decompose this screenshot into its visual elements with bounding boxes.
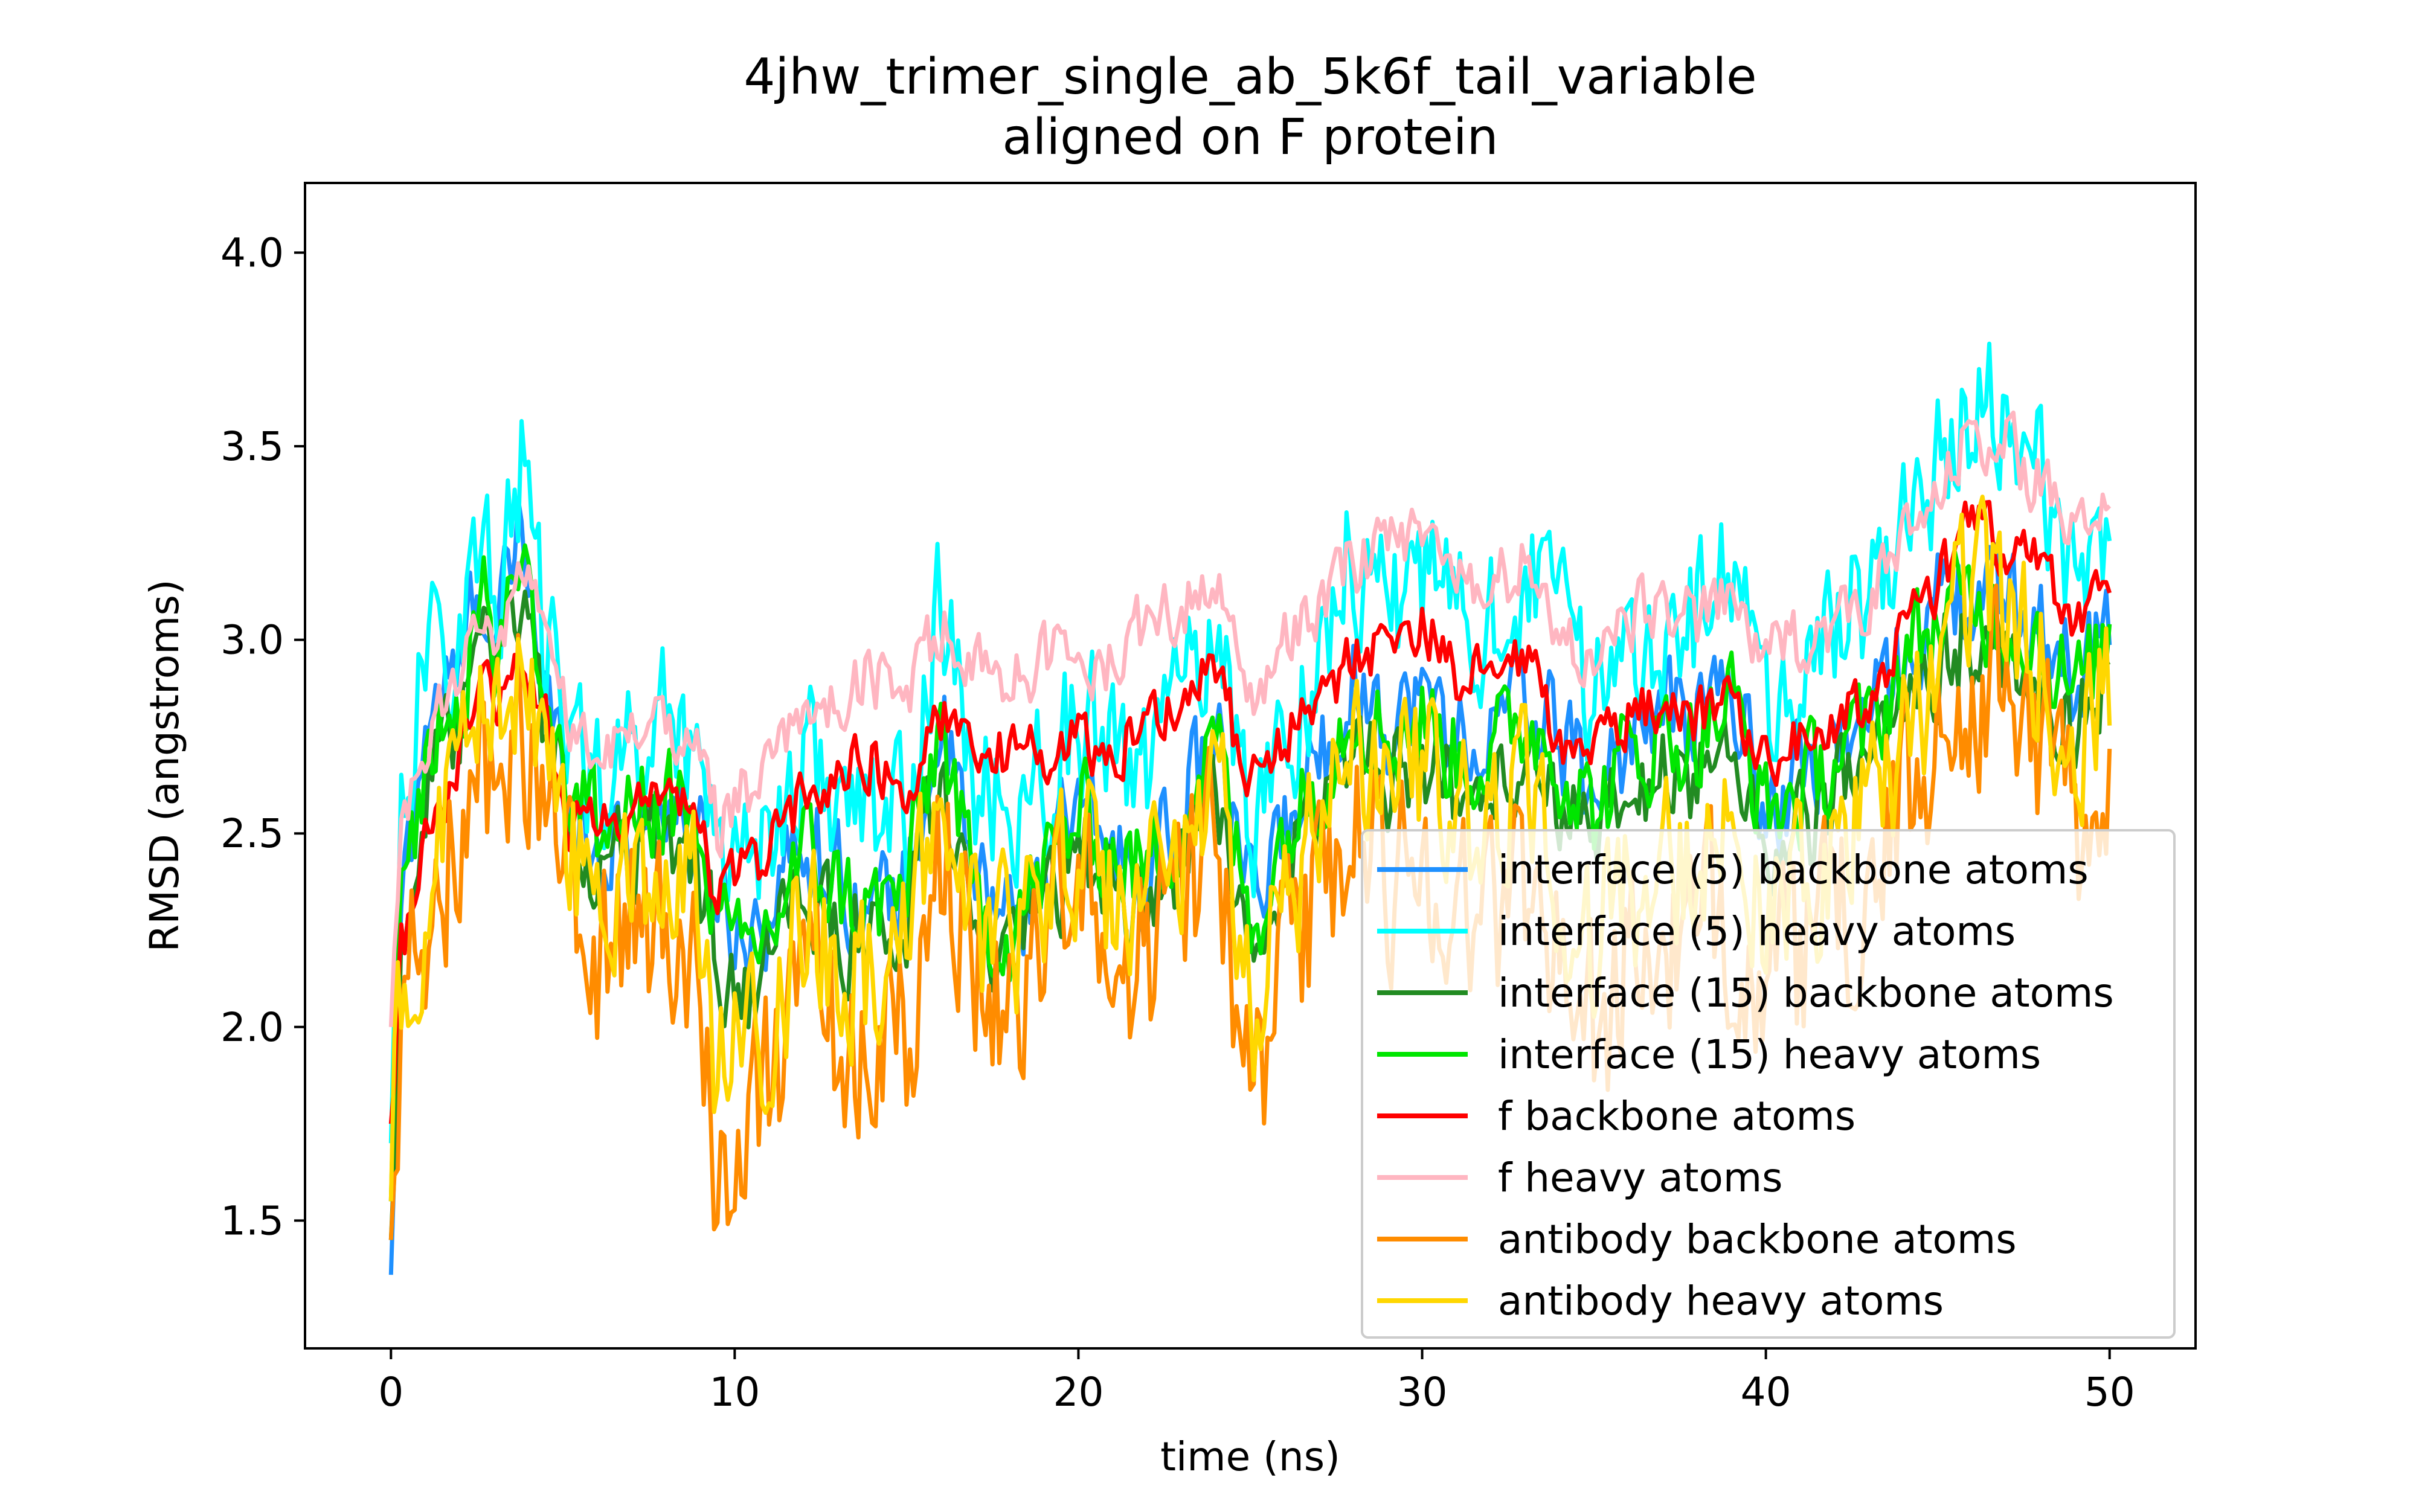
y-tick-label: 1.5 bbox=[220, 1197, 284, 1244]
series-line-4 bbox=[388, 499, 2112, 1124]
x-tick-label: 30 bbox=[1397, 1369, 1448, 1415]
legend-label: interface (15) backbone atoms bbox=[1498, 970, 2114, 1016]
legend-label: f backbone atoms bbox=[1498, 1093, 1855, 1139]
x-tick-label: 0 bbox=[378, 1369, 403, 1415]
legend-label: interface (5) backbone atoms bbox=[1498, 847, 2089, 893]
x-tick-label: 20 bbox=[1053, 1369, 1104, 1415]
series-layer bbox=[388, 341, 2112, 1275]
legend-label: antibody backbone atoms bbox=[1498, 1216, 2017, 1263]
series-line-5 bbox=[388, 410, 2112, 1027]
plot-frame bbox=[304, 182, 2197, 1350]
y-tick-label: 3.5 bbox=[220, 423, 284, 470]
legend-label: antibody heavy atoms bbox=[1498, 1278, 1944, 1324]
series-line-6 bbox=[388, 583, 2112, 1240]
x-tick-label: 50 bbox=[2084, 1369, 2135, 1415]
chart-subtitle: aligned on F protein bbox=[1002, 109, 1498, 166]
y-axis: 1.5 2.0 2.5 3.0 3.5 4.0 bbox=[220, 229, 305, 1244]
y-axis-label: RMSD (angstroms) bbox=[141, 579, 188, 952]
y-tick-label: 3.0 bbox=[220, 617, 284, 664]
legend-label: f heavy atoms bbox=[1498, 1155, 1783, 1201]
legend-box bbox=[1361, 829, 2176, 1339]
y-tick-label: 2.5 bbox=[220, 810, 284, 857]
legend: interface (5) backbone atoms interface (5… bbox=[1361, 829, 2176, 1339]
y-tick-label: 4.0 bbox=[220, 229, 284, 276]
x-axis-label: time (ns) bbox=[1160, 1434, 1340, 1480]
legend-label: interface (15) heavy atoms bbox=[1498, 1031, 2041, 1078]
x-tick-label: 40 bbox=[1741, 1369, 1791, 1415]
legend-label: interface (5) heavy atoms bbox=[1498, 908, 2016, 955]
x-axis: 0 10 20 30 40 50 bbox=[378, 1348, 2135, 1415]
chart-title: 4jhw_trimer_single_ab_5k6f_tail_variable bbox=[744, 48, 1756, 106]
x-tick-label: 10 bbox=[709, 1369, 760, 1415]
y-tick-label: 2.0 bbox=[220, 1004, 284, 1051]
